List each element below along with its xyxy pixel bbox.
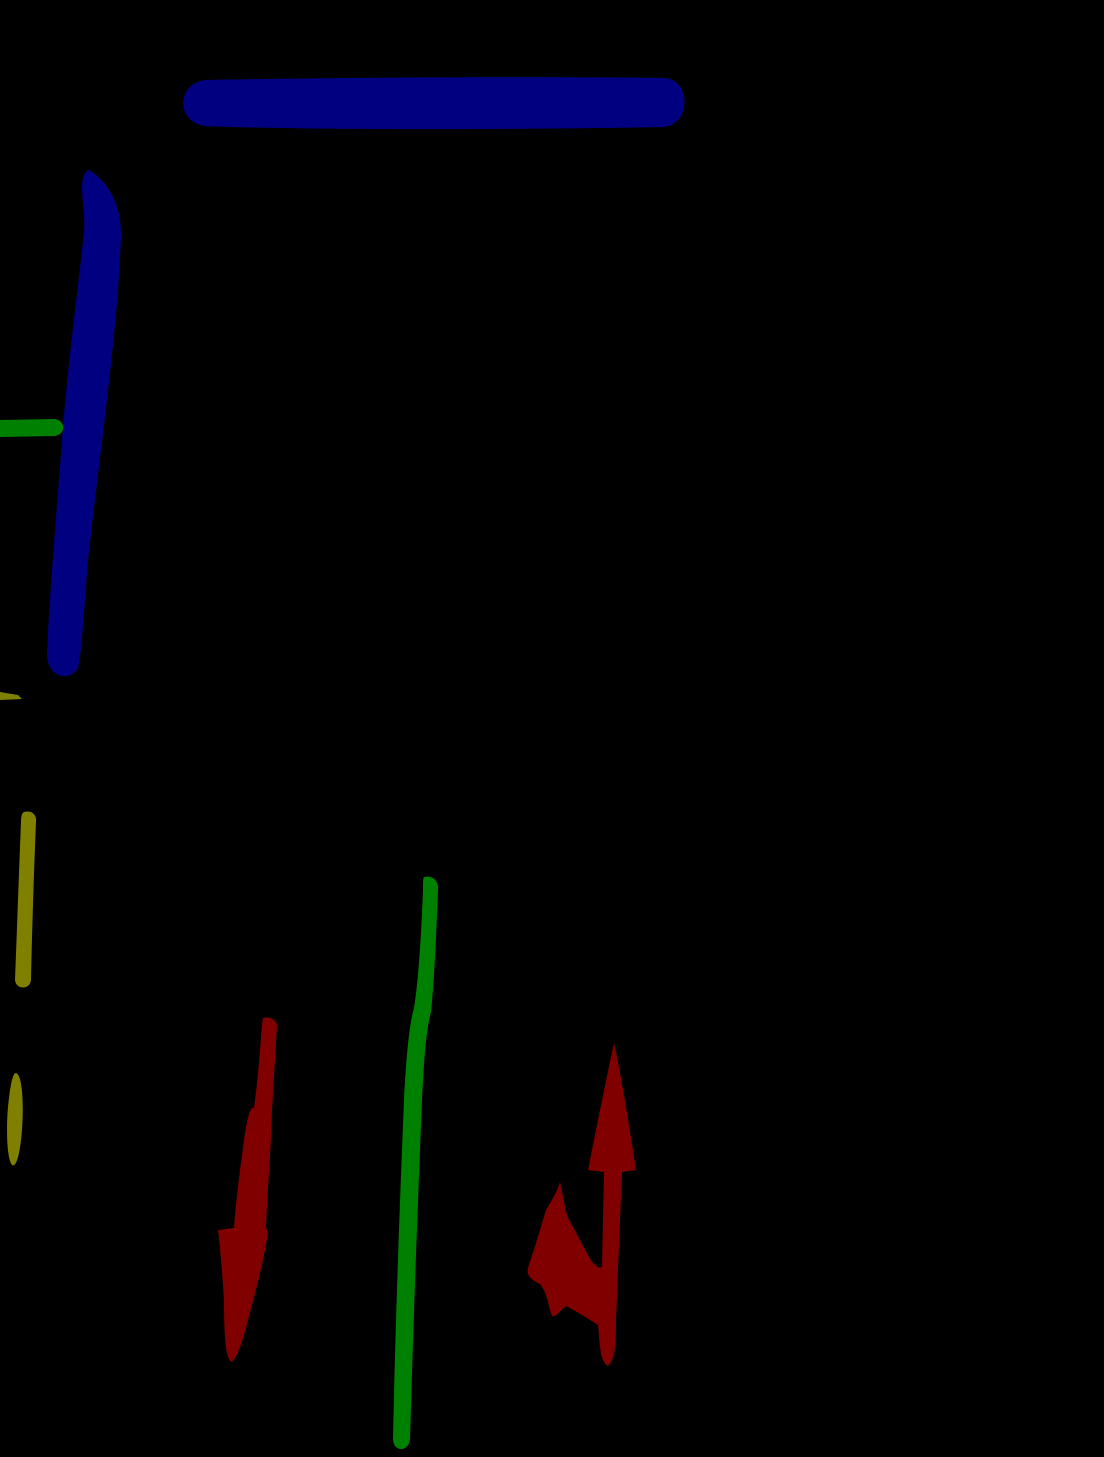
blue-vertical-stroke [47,170,122,677]
green-short-horizontal-stroke [0,419,64,437]
olive-small-oval [7,1073,23,1166]
green-long-vertical-stroke [393,876,439,1449]
blue-horizontal-stroke [183,77,685,130]
olive-tick-mark [0,692,22,700]
maroon-down-arrow [218,1017,277,1362]
olive-vertical-stroke [15,811,37,988]
maroon-up-arrow [527,1043,636,1366]
